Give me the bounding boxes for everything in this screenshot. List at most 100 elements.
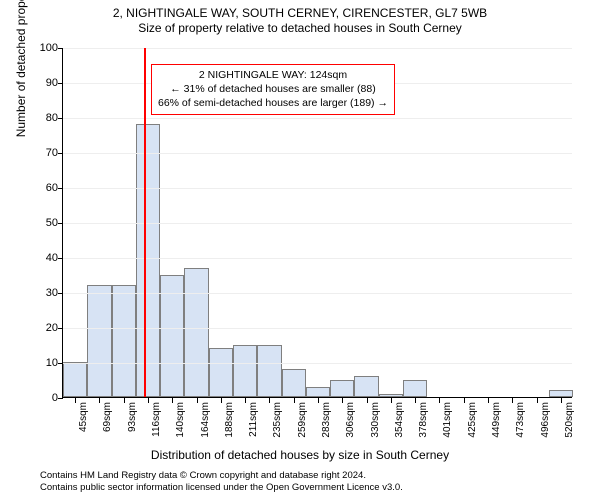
x-tick-mark — [221, 398, 222, 403]
y-tick-mark — [58, 83, 63, 84]
y-tick-label: 70 — [18, 147, 58, 159]
x-tick-label: 283sqm — [321, 402, 332, 452]
x-tick-label: 69sqm — [102, 402, 113, 452]
y-tick-mark — [58, 48, 63, 49]
y-tick-label: 50 — [18, 217, 58, 229]
gridline — [63, 328, 572, 329]
x-tick-label: 354sqm — [394, 402, 405, 452]
x-tick-label: 211sqm — [248, 402, 259, 452]
bar — [63, 362, 87, 397]
x-tick-label: 140sqm — [175, 402, 186, 452]
title-line-1: 2, NIGHTINGALE WAY, SOUTH CERNEY, CIRENC… — [0, 6, 600, 21]
x-axis-label: Distribution of detached houses by size … — [0, 448, 600, 462]
x-tick-label: 473sqm — [515, 402, 526, 452]
x-tick-label: 330sqm — [370, 402, 381, 452]
x-tick-mark — [75, 398, 76, 403]
bar — [257, 345, 281, 398]
y-tick-mark — [58, 118, 63, 119]
x-tick-label: 235sqm — [272, 402, 283, 452]
attribution-block: Contains HM Land Registry data © Crown c… — [40, 470, 403, 495]
x-tick-mark — [415, 398, 416, 403]
x-tick-mark — [488, 398, 489, 403]
gridline — [63, 153, 572, 154]
x-tick-label: 425sqm — [467, 402, 478, 452]
bar — [549, 390, 573, 397]
y-tick-label: 60 — [18, 182, 58, 194]
attribution-line-2: Contains public sector information licen… — [40, 482, 403, 494]
marker-line — [144, 48, 146, 397]
x-tick-mark — [561, 398, 562, 403]
gridline — [63, 258, 572, 259]
chart-title-block: 2, NIGHTINGALE WAY, SOUTH CERNEY, CIRENC… — [0, 0, 600, 36]
title-line-2: Size of property relative to detached ho… — [0, 21, 600, 36]
x-tick-label: 45sqm — [78, 402, 89, 452]
bar — [233, 345, 257, 398]
x-tick-mark — [172, 398, 173, 403]
bar — [379, 394, 403, 398]
x-tick-mark — [99, 398, 100, 403]
annotation-line: 2 NIGHTINGALE WAY: 124sqm — [158, 68, 388, 82]
x-tick-mark — [294, 398, 295, 403]
annotation-box: 2 NIGHTINGALE WAY: 124sqm← 31% of detach… — [151, 64, 395, 115]
bar — [184, 268, 208, 398]
x-tick-label: 520sqm — [564, 402, 575, 452]
bar — [330, 380, 354, 398]
bar — [306, 387, 330, 398]
y-tick-label: 80 — [18, 112, 58, 124]
bar — [282, 369, 306, 397]
annotation-line: ← 31% of detached houses are smaller (88… — [158, 82, 388, 96]
plot-area: 010203040506070809010045sqm69sqm93sqm116… — [62, 48, 572, 398]
x-tick-mark — [367, 398, 368, 403]
y-tick-mark — [58, 153, 63, 154]
x-tick-label: 496sqm — [540, 402, 551, 452]
x-tick-label: 188sqm — [224, 402, 235, 452]
x-tick-label: 378sqm — [418, 402, 429, 452]
bar — [136, 124, 160, 397]
bar — [354, 376, 378, 397]
y-tick-mark — [58, 258, 63, 259]
x-tick-mark — [245, 398, 246, 403]
x-tick-mark — [512, 398, 513, 403]
x-tick-mark — [124, 398, 125, 403]
x-tick-label: 449sqm — [491, 402, 502, 452]
annotation-line: 66% of semi-detached houses are larger (… — [158, 96, 388, 110]
gridline — [63, 188, 572, 189]
y-tick-mark — [58, 293, 63, 294]
gridline — [63, 48, 572, 49]
bar — [209, 348, 233, 397]
x-tick-mark — [269, 398, 270, 403]
x-tick-mark — [318, 398, 319, 403]
x-tick-mark — [537, 398, 538, 403]
y-tick-label: 40 — [18, 252, 58, 264]
y-tick-mark — [58, 188, 63, 189]
attribution-line-1: Contains HM Land Registry data © Crown c… — [40, 470, 403, 482]
gridline — [63, 293, 572, 294]
y-tick-mark — [58, 328, 63, 329]
chart-area: 010203040506070809010045sqm69sqm93sqm116… — [62, 48, 572, 398]
x-tick-label: 259sqm — [297, 402, 308, 452]
y-tick-label: 90 — [18, 77, 58, 89]
x-tick-label: 116sqm — [151, 402, 162, 452]
y-tick-mark — [58, 223, 63, 224]
x-tick-mark — [342, 398, 343, 403]
x-tick-label: 306sqm — [345, 402, 356, 452]
y-tick-label: 20 — [18, 322, 58, 334]
y-tick-label: 0 — [18, 392, 58, 404]
y-tick-label: 30 — [18, 287, 58, 299]
bar — [403, 380, 427, 398]
y-tick-mark — [58, 398, 63, 399]
gridline — [63, 118, 572, 119]
y-tick-label: 10 — [18, 357, 58, 369]
y-tick-mark — [58, 363, 63, 364]
x-tick-label: 401sqm — [442, 402, 453, 452]
bar — [112, 285, 136, 397]
x-tick-mark — [464, 398, 465, 403]
x-tick-label: 164sqm — [200, 402, 211, 452]
x-tick-mark — [391, 398, 392, 403]
x-tick-mark — [148, 398, 149, 403]
y-tick-label: 100 — [18, 42, 58, 54]
gridline — [63, 363, 572, 364]
x-tick-label: 93sqm — [127, 402, 138, 452]
x-tick-mark — [197, 398, 198, 403]
x-tick-mark — [439, 398, 440, 403]
